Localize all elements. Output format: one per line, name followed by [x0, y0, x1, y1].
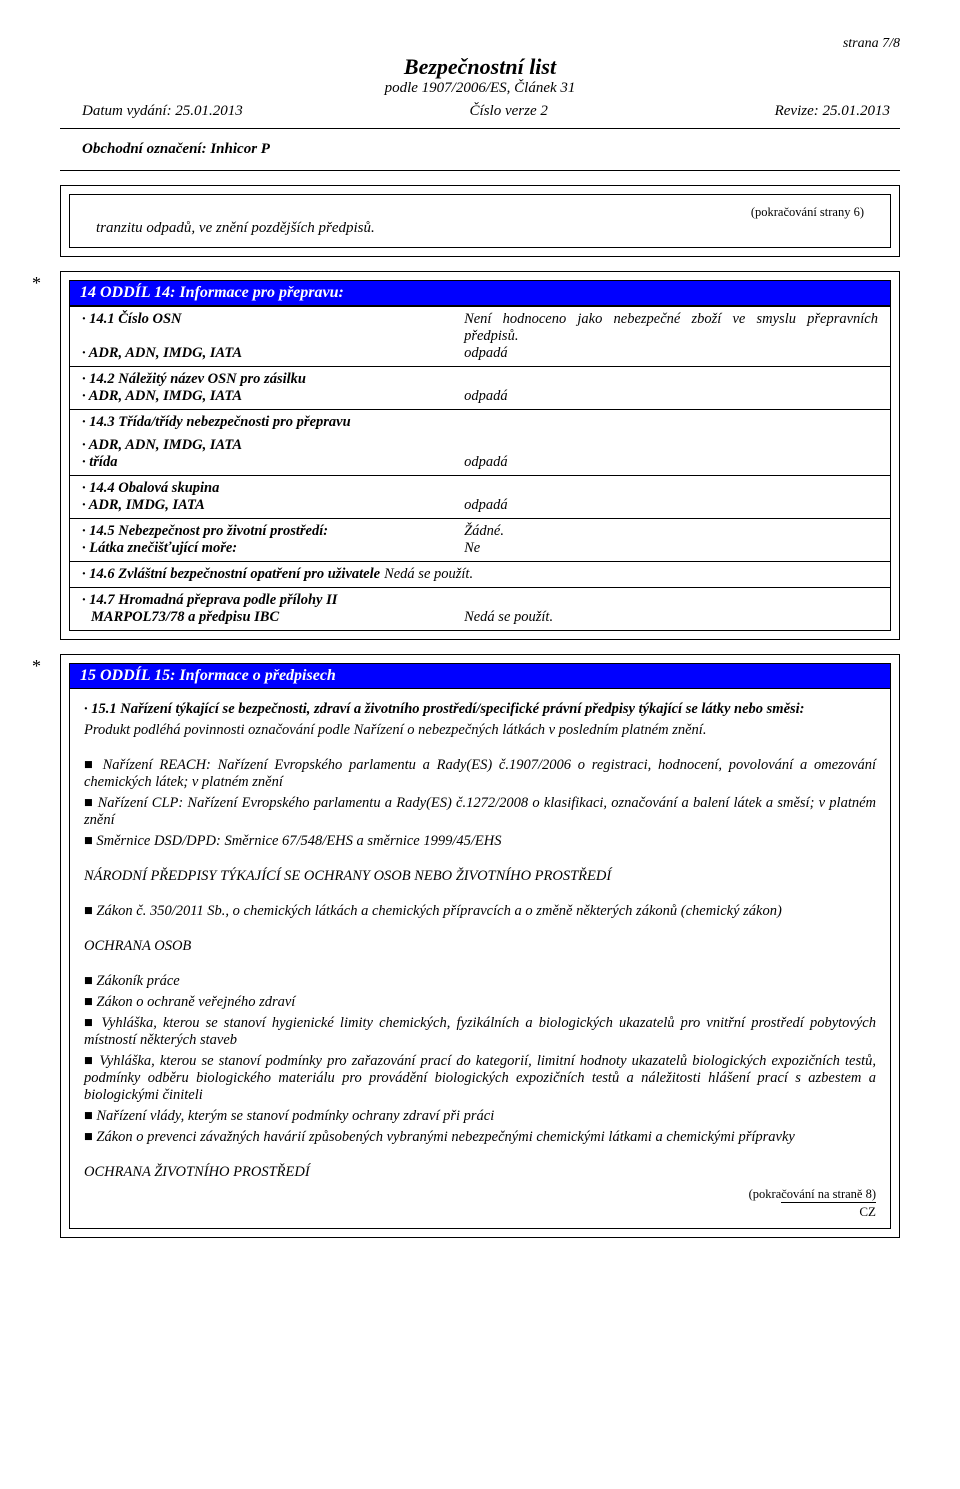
section-14-3: 14.3 Třída/třídy nebezpečnosti pro přepr… — [69, 410, 891, 476]
continued-from: (pokračování strany 6) — [96, 205, 864, 220]
label-14-3: 14.3 Třída/třídy nebezpečnosti pro přepr… — [82, 414, 464, 431]
language-code: CZ — [781, 1202, 876, 1220]
section-14-1: 14.1 Číslo OSN Není hodnoceno jako nebez… — [69, 306, 891, 367]
issue-date: Datum vydání: 25.01.2013 — [82, 103, 243, 120]
bullet-clp: Nařízení CLP: Nařízení Evropského parlam… — [84, 795, 876, 829]
value-14-1b: odpadá — [464, 345, 878, 362]
version-number: Číslo verze 2 — [470, 103, 548, 120]
section-14-2: 14.2 Náležitý název OSN pro zásilku ADR,… — [69, 367, 891, 410]
trade-name: Obchodní označení: Inhicor P — [60, 129, 900, 171]
value-14-6: Nedá se použít. — [384, 566, 878, 583]
bullet-vyhlaska-hyg: Vyhláška, kterou se stanoví hygienické l… — [84, 1015, 876, 1049]
document-title: Bezpečnostní list — [60, 54, 900, 80]
page-number: strana 7/8 — [843, 36, 900, 52]
meta-row: Datum vydání: 25.01.2013 Číslo verze 2 R… — [60, 103, 900, 129]
section-14-6: 14.6 Zvláštní bezpečnostní opatření pro … — [69, 562, 891, 588]
page: strana 7/8 Bezpečnostní list podle 1907/… — [0, 0, 960, 1268]
label-14-4: 14.4 Obalová skupina — [82, 480, 464, 497]
label-14-7: 14.7 Hromadná přeprava podle přílohy II — [82, 592, 464, 609]
value-14-4b: odpadá — [464, 497, 878, 514]
label-14-3b: ADR, ADN, IMDG, IATA — [82, 437, 464, 454]
bullet-narizeni-vlady: Nařízení vlády, kterým se stanoví podmín… — [84, 1108, 876, 1125]
label-14-1: 14.1 Číslo OSN — [82, 311, 464, 345]
label-14-7b: MARPOL73/78 a předpisu IBC — [82, 609, 464, 626]
bullet-dsd: Směrnice DSD/DPD: Směrnice 67/548/EHS a … — [84, 833, 876, 850]
bullet-zakonik-prace: Zákoník práce — [84, 973, 876, 990]
value-14-7b: Nedá se použít. — [464, 609, 878, 626]
bullet-zakon-prevence: Zákon o prevenci závažných havárií způso… — [84, 1129, 876, 1146]
section-15-header: 15 ODDÍL 15: Informace o předpisech — [69, 663, 891, 689]
transit-note: tranzitu odpadů, ve znění pozdějších pře… — [96, 220, 864, 237]
value-14-5b: Ne — [464, 540, 878, 557]
label-14-5b: Látka znečišťující moře: — [82, 540, 464, 557]
label-14-4b: ADR, IMDG, IATA — [82, 497, 464, 514]
document-subtitle: podle 1907/2006/ES, Článek 31 — [60, 80, 900, 97]
continued-next: (pokračování na straně 8) — [84, 1187, 876, 1202]
continuation-inner: (pokračování strany 6) tranzitu odpadů, … — [69, 194, 891, 248]
label-14-3c: třída — [82, 454, 464, 471]
value-14-3c: odpadá — [464, 454, 878, 471]
label-15-1: 15.1 Nařízení týkající se bezpečnosti, z… — [84, 701, 805, 717]
section-15: * 15 ODDÍL 15: Informace o předpisech 15… — [60, 654, 900, 1238]
section-14: * 14 ODDÍL 14: Informace pro přepravu: 1… — [60, 271, 900, 640]
change-star-icon: * — [32, 273, 41, 294]
label-14-1b: ADR, ADN, IMDG, IATA — [82, 345, 464, 362]
heading-ochrana-zp: OCHRANA ŽIVOTNÍHO PROSTŘEDÍ — [84, 1164, 876, 1181]
section-14-header: 14 ODDÍL 14: Informace pro přepravu: — [69, 280, 891, 306]
label-14-6: 14.6 Zvláštní bezpečnostní opatření pro … — [82, 566, 380, 583]
bullet-zakon-350: Zákon č. 350/2011 Sb., o chemických látk… — [84, 903, 876, 920]
revision-date: Revize: 25.01.2013 — [775, 103, 890, 120]
change-star-icon: * — [32, 656, 41, 677]
label-14-5: 14.5 Nebezpečnost pro životní prostředí: — [82, 523, 464, 540]
label-14-2: 14.2 Náležitý název OSN pro zásilku — [82, 371, 464, 388]
section-14-4: 14.4 Obalová skupina ADR, IMDG, IATA odp… — [69, 476, 891, 519]
text-15-1b: Produkt podléhá povinnosti označování po… — [84, 722, 876, 739]
bullet-zakon-zdravi: Zákon o ochraně veřejného zdraví — [84, 994, 876, 1011]
value-14-5: Žádné. — [464, 523, 878, 540]
heading-ochrana-osob: OCHRANA OSOB — [84, 938, 876, 955]
value-14-2b: odpadá — [464, 388, 878, 405]
section-14-7: 14.7 Hromadná přeprava podle přílohy II … — [69, 588, 891, 631]
section-14-5: 14.5 Nebezpečnost pro životní prostředí:… — [69, 519, 891, 562]
bullet-reach: Nařízení REACH: Nařízení Evropského parl… — [84, 757, 876, 791]
value-14-1: Není hodnoceno jako nebezpečné zboží ve … — [464, 311, 878, 345]
section-15-body: 15.1 Nařízení týkající se bezpečnosti, z… — [69, 689, 891, 1229]
bullet-vyhlaska-kat: Vyhláška, kterou se stanoví podmínky pro… — [84, 1053, 876, 1104]
label-14-2b: ADR, ADN, IMDG, IATA — [82, 388, 464, 405]
continuation-box: (pokračování strany 6) tranzitu odpadů, … — [60, 185, 900, 257]
heading-national: NÁRODNÍ PŘEDPISY TÝKAJÍCÍ SE OCHRANY OSO… — [84, 868, 876, 885]
